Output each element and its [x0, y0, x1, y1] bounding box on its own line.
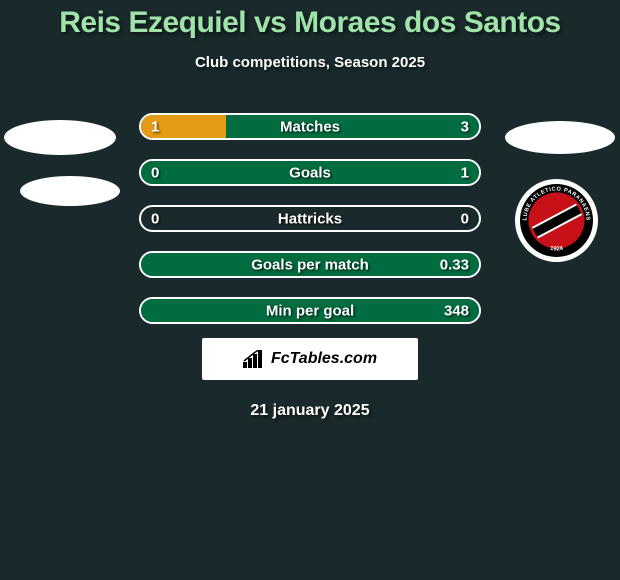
stat-bar-right [226, 115, 480, 138]
stat-label: Matches [280, 118, 340, 135]
stat-label: Goals per match [251, 256, 369, 273]
stat-value-right: 3 [461, 118, 469, 135]
stat-label: Hattricks [278, 210, 342, 227]
stat-value-left: 0 [151, 164, 159, 181]
brand-badge: FcTables.com [202, 338, 418, 380]
stat-label: Goals [289, 164, 331, 181]
stat-row: Matches 1 3 [139, 113, 481, 140]
stat-value-right: 0 [461, 210, 469, 227]
stat-value-right: 1 [461, 164, 469, 181]
date-text: 21 january 2025 [250, 402, 369, 420]
bar-chart-icon [243, 350, 265, 368]
stat-value-right: 0.33 [440, 256, 469, 273]
stat-row: Hattricks 0 0 [139, 205, 481, 232]
page-title: Reis Ezequiel vs Moraes dos Santos [59, 6, 561, 40]
stat-row: Goals 0 1 [139, 159, 481, 186]
stat-value-left: 1 [151, 118, 159, 135]
stat-value-left: 0 [151, 210, 159, 227]
stat-label: Min per goal [266, 302, 354, 319]
stat-row: Goals per match 0.33 [139, 251, 481, 278]
comparison-card: Reis Ezequiel vs Moraes dos Santos Club … [0, 0, 620, 580]
stat-row: Min per goal 348 [139, 297, 481, 324]
stat-value-right: 348 [444, 302, 469, 319]
subtitle: Club competitions, Season 2025 [195, 54, 425, 71]
brand-text: FcTables.com [271, 350, 377, 368]
stats-list: Matches 1 3 Goals 0 1 Hattricks 0 0 Goals per mat… [0, 113, 620, 324]
